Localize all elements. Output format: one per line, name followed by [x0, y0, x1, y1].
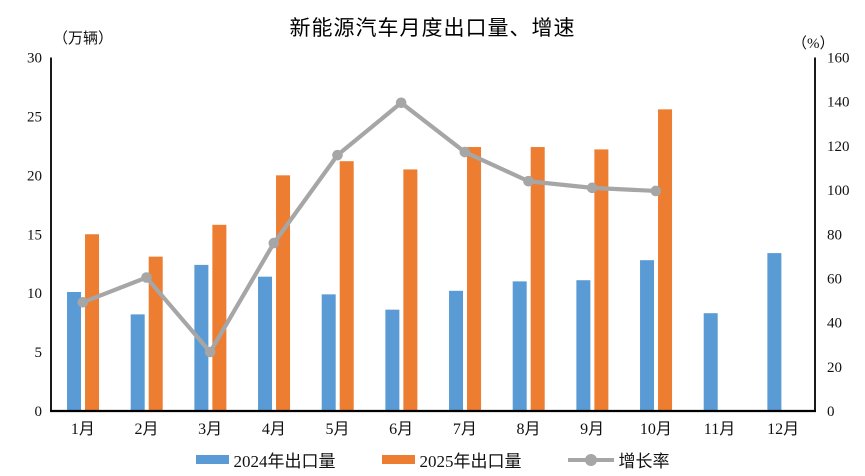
- left-axis-tick-25: 25: [27, 109, 42, 125]
- x-axis-label-2月: 2月: [134, 421, 158, 438]
- growth-rate-marker-2月: [141, 272, 152, 283]
- left-axis-tick-15: 15: [27, 227, 42, 243]
- bar-2024年出口量-6月: [385, 309, 400, 411]
- legend-item-growth-rate: 增长率: [567, 447, 670, 472]
- chart-title: 新能源汽车月度出口量、增速: [289, 16, 576, 40]
- bar-2025年出口量-6月: [403, 169, 418, 411]
- right-axis-tick-0: 0: [827, 404, 835, 420]
- bar-2025年出口量-8月: [530, 147, 545, 411]
- legend-label-2025: 2025年出口量: [419, 452, 522, 471]
- left-axis-unit-label: （万辆）: [53, 31, 114, 47]
- x-axis-label-1月: 1月: [71, 421, 95, 438]
- right-axis-tick-160: 160: [827, 51, 850, 67]
- bar-2024年出口量-4月: [258, 276, 273, 411]
- growth-rate-marker-7月: [459, 146, 471, 158]
- right-axis-tick-20: 20: [827, 360, 842, 376]
- growth-rate-marker-4月: [268, 237, 280, 249]
- bar-2025年出口量-4月: [276, 175, 291, 411]
- bar-2025年出口量-9月: [594, 149, 609, 411]
- right-axis-tick-60: 60: [827, 271, 842, 287]
- bar-2024年出口量-12月: [767, 253, 782, 411]
- legend-swatch-2024: [195, 455, 229, 464]
- left-axis-tick-5: 5: [35, 345, 43, 361]
- right-axis-tick-40: 40: [827, 316, 842, 332]
- bar-2024年出口量-11月: [703, 313, 718, 411]
- bar-2024年出口量-5月: [321, 294, 336, 411]
- x-axis-label-12月: 12月: [767, 421, 799, 438]
- legend-label-2024: 2024年出口量: [233, 452, 336, 471]
- legend-item-2024: 2024年出口量: [195, 447, 336, 472]
- bar-2024年出口量-8月: [512, 281, 527, 411]
- left-axis-tick-10: 10: [27, 286, 42, 302]
- x-axis-label-4月: 4月: [262, 421, 286, 438]
- chart-legend: 2024年出口量 2025年出口量 增长率: [0, 447, 865, 472]
- x-axis-label-6月: 6月: [389, 421, 413, 438]
- bar-2025年出口量-10月: [658, 109, 673, 411]
- growth-rate-marker-9月: [586, 182, 598, 194]
- bar-2024年出口量-3月: [194, 264, 209, 411]
- right-axis-tick-120: 120: [827, 139, 850, 155]
- legend-line-marker-icon: [567, 453, 614, 466]
- right-axis-unit-label: （%）: [792, 36, 835, 52]
- x-axis-label-7月: 7月: [453, 421, 477, 438]
- x-axis-label-5月: 5月: [325, 421, 349, 438]
- growth-rate-line: [80, 100, 658, 355]
- growth-rate-marker-6月: [395, 97, 407, 109]
- legend-item-2025: 2025年出口量: [381, 447, 522, 472]
- legend-swatch-2025: [381, 455, 415, 464]
- x-axis-label-8月: 8月: [516, 421, 540, 438]
- right-axis-tick-100: 100: [827, 183, 850, 199]
- growth-rate-marker-1月: [77, 296, 89, 308]
- legend-label-growth-rate: 增长率: [618, 452, 670, 471]
- left-axis-tick-20: 20: [27, 168, 42, 184]
- bar-2025年出口量-5月: [339, 161, 354, 411]
- bar-2025年出口量-1月: [85, 234, 100, 411]
- x-axis-label-11月: 11月: [704, 421, 735, 438]
- x-axis-label-10月: 10月: [640, 421, 672, 438]
- x-axis-label-9月: 9月: [580, 421, 604, 438]
- left-axis-tick-0: 0: [35, 404, 43, 420]
- growth-rate-marker-3月: [204, 346, 216, 358]
- left-axis-tick-30: 30: [27, 51, 42, 67]
- growth-rate-marker-10月: [650, 185, 662, 197]
- bar-2024年出口量-9月: [576, 280, 591, 411]
- bar-2024年出口量-7月: [449, 290, 464, 411]
- right-axis-tick-140: 140: [827, 95, 850, 111]
- bar-2024年出口量-2月: [130, 314, 145, 411]
- bar-2024年出口量-10月: [640, 260, 655, 411]
- bar-2025年出口量-3月: [212, 224, 227, 411]
- growth-rate-marker-8月: [523, 175, 534, 187]
- growth-rate-marker-5月: [332, 149, 343, 161]
- x-axis-label-3月: 3月: [198, 421, 222, 438]
- right-axis-tick-80: 80: [827, 227, 842, 243]
- bar-2024年出口量-1月: [67, 291, 82, 411]
- bar-2025年出口量-7月: [467, 147, 482, 411]
